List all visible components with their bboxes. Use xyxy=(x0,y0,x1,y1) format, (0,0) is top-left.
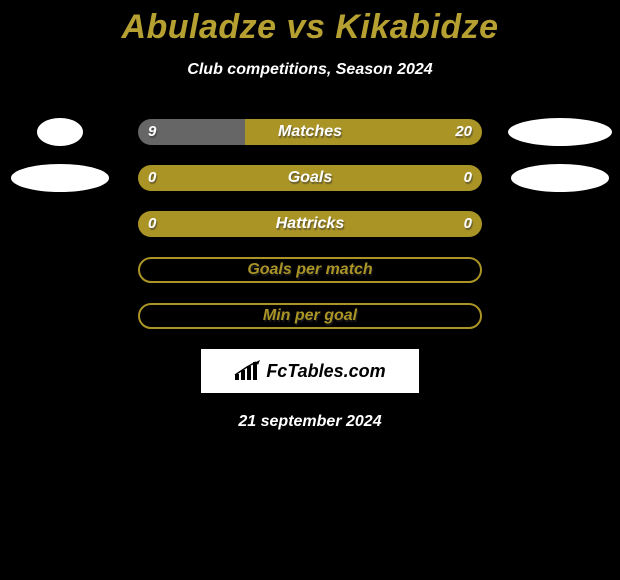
stats-area: Matches920 Goals00 Hattricks00 Goals per ma… xyxy=(0,119,620,329)
stat-bar xyxy=(138,211,482,237)
stat-bar xyxy=(138,303,482,329)
stat-bar xyxy=(138,119,482,145)
bar-chart-icon xyxy=(234,360,262,382)
value-oval-left xyxy=(37,118,84,146)
date-text: 21 september 2024 xyxy=(0,413,620,431)
infographic-root: Abuladze vs Kikabidze Club competitions,… xyxy=(0,0,620,580)
stat-row: Goals per match xyxy=(0,257,620,283)
page-subtitle: Club competitions, Season 2024 xyxy=(0,61,620,79)
bar-fill-left xyxy=(138,119,245,145)
stat-bar xyxy=(138,257,482,283)
stat-row: Matches920 xyxy=(0,119,620,145)
logo: FcTables.com xyxy=(234,360,385,382)
bar-fill-right xyxy=(245,119,482,145)
value-oval-left xyxy=(11,164,110,192)
value-oval-right xyxy=(511,164,610,192)
logo-text: FcTables.com xyxy=(266,361,385,382)
logo-box: FcTables.com xyxy=(201,349,419,393)
page-title: Abuladze vs Kikabidze xyxy=(0,0,620,47)
value-oval-right xyxy=(508,118,612,146)
stat-row: Goals00 xyxy=(0,165,620,191)
stat-row: Hattricks00 xyxy=(0,211,620,237)
stat-bar xyxy=(138,165,482,191)
stat-row: Min per goal xyxy=(0,303,620,329)
